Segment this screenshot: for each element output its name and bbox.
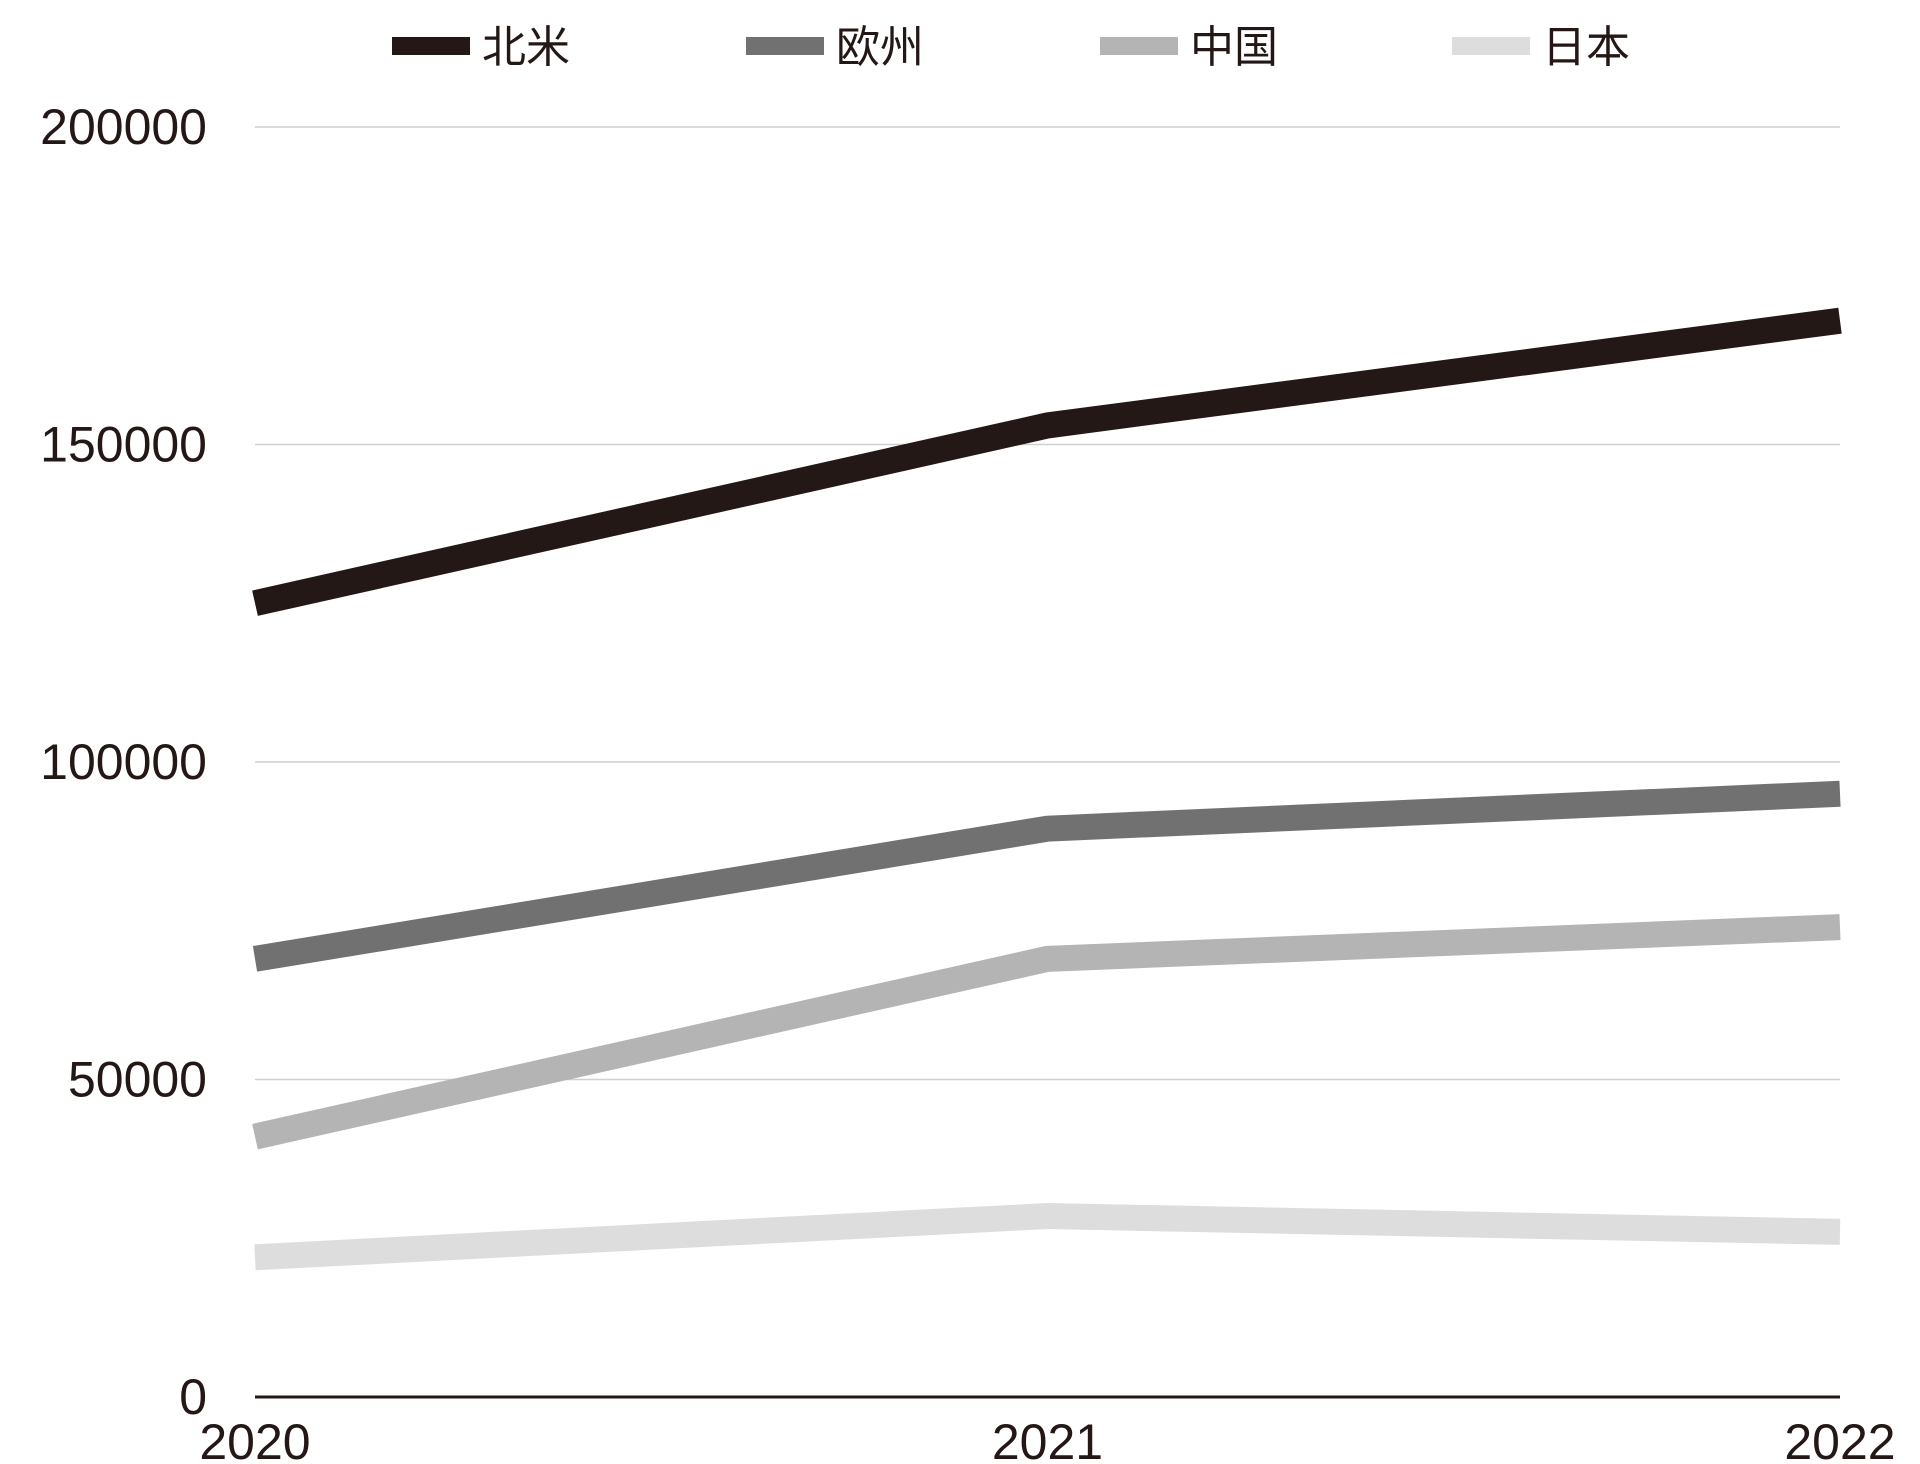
legend-swatch xyxy=(1100,37,1178,55)
y-tick-label: 100000 xyxy=(40,734,207,790)
y-tick-label: 0 xyxy=(179,1369,207,1425)
y-axis: 0 50000 100000 150000 200000 xyxy=(40,99,207,1425)
x-tick-label: 2022 xyxy=(1784,1414,1895,1464)
legend-swatch xyxy=(746,37,824,55)
x-tick-label: 2020 xyxy=(199,1414,310,1464)
legend: 北米 欧州 中国 日本 xyxy=(392,23,1630,72)
series-line-2 xyxy=(252,780,1841,972)
series-line-3 xyxy=(252,914,1841,1150)
series-lines xyxy=(252,307,1842,1271)
gridlines xyxy=(255,126,1840,1081)
legend-label: 北米 xyxy=(482,23,570,72)
legend-swatch xyxy=(1452,37,1530,55)
x-axis: 2020 2021 2022 xyxy=(199,1395,1896,1464)
series-line-4 xyxy=(254,1203,1841,1271)
series-line-1 xyxy=(252,307,1842,616)
y-tick-label: 150000 xyxy=(40,417,207,473)
x-tick-label: 2021 xyxy=(992,1414,1103,1464)
y-tick-label: 50000 xyxy=(68,1052,207,1108)
legend-label: 日本 xyxy=(1542,23,1630,72)
legend-label: 欧州 xyxy=(836,23,924,72)
y-tick-label: 200000 xyxy=(40,99,207,155)
legend-swatch xyxy=(392,37,470,55)
legend-label: 中国 xyxy=(1190,23,1278,72)
